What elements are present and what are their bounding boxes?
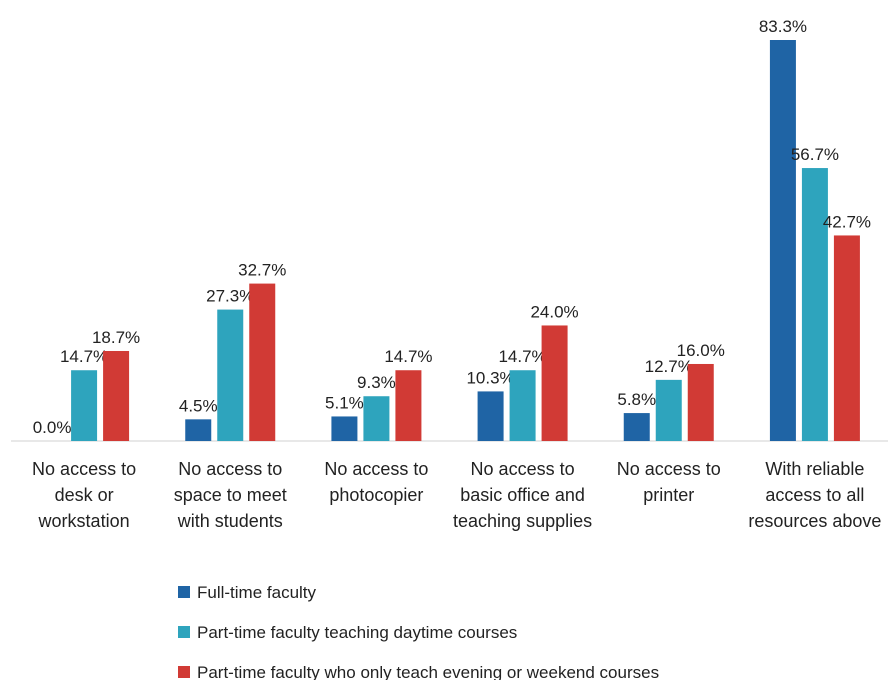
data-label: 42.7% xyxy=(823,212,871,231)
legend-swatch xyxy=(178,586,190,598)
data-label: 27.3% xyxy=(206,287,254,306)
bar xyxy=(395,370,422,441)
data-label: 18.7% xyxy=(92,328,140,347)
x-tick-label: No access to desk or workstation xyxy=(32,459,137,531)
x-tick-label: No access to printer xyxy=(616,459,721,505)
bar xyxy=(217,309,244,441)
bar xyxy=(687,363,714,441)
data-label: 12.7% xyxy=(645,357,693,376)
legend-label: Full-time faculty xyxy=(197,583,317,602)
legend-label: Part-time faculty who only teach evening… xyxy=(197,663,659,680)
legend-swatch xyxy=(178,666,190,678)
data-label: 5.8% xyxy=(617,390,656,409)
data-label: 14.7% xyxy=(384,347,432,366)
data-label: 16.0% xyxy=(677,341,725,360)
bar xyxy=(185,419,212,441)
bar xyxy=(655,379,682,441)
bar xyxy=(509,370,536,441)
x-tick-label: No access to photocopier xyxy=(324,459,429,505)
bar xyxy=(623,413,650,441)
bar xyxy=(331,416,358,441)
bar xyxy=(363,396,390,441)
x-tick-label: No access to basic office and teaching s… xyxy=(453,459,593,531)
bar xyxy=(249,283,276,441)
data-label: 24.0% xyxy=(530,302,578,321)
data-label: 0.0% xyxy=(33,418,72,437)
data-label: 4.5% xyxy=(179,396,218,415)
data-label: 32.7% xyxy=(238,261,286,280)
bar xyxy=(477,391,504,441)
data-label: 14.7% xyxy=(60,347,108,366)
data-label: 56.7% xyxy=(791,145,839,164)
data-label: 83.3% xyxy=(759,17,807,36)
bar xyxy=(541,325,568,441)
data-label: 9.3% xyxy=(357,373,396,392)
bar xyxy=(103,350,130,441)
data-label: 14.7% xyxy=(498,347,546,366)
bar xyxy=(71,370,98,441)
legend-label: Part-time faculty teaching daytime cours… xyxy=(197,623,517,642)
data-label: 5.1% xyxy=(325,393,364,412)
x-tick-label: No access to space to meet with students xyxy=(173,459,287,531)
x-tick-label: With reliable access to all resources ab… xyxy=(748,459,882,531)
legend-swatch xyxy=(178,626,190,638)
bar xyxy=(769,40,796,441)
bar xyxy=(833,235,860,441)
bar xyxy=(801,168,828,441)
data-label: 10.3% xyxy=(466,368,514,387)
